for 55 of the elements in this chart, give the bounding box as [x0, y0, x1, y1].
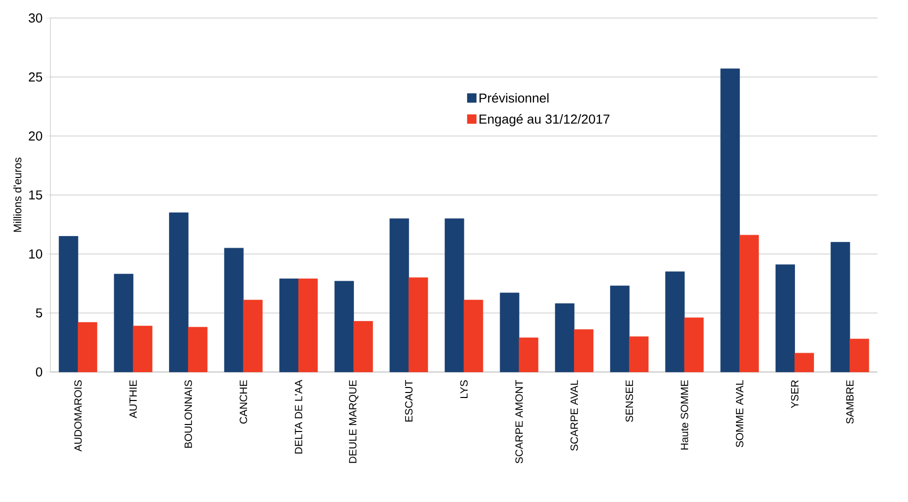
bar [298, 278, 318, 372]
bar [739, 234, 759, 372]
bar [555, 303, 574, 372]
legend-label: Engagé au 31/12/2017 [480, 114, 610, 126]
y-tick-label: 15 [29, 190, 42, 200]
y-tick-label: 20 [28, 131, 42, 141]
bar [334, 280, 354, 372]
y-tick-label: 10 [29, 249, 42, 259]
legend-label: Prévisionnel [480, 92, 548, 103]
x-tick-label: BOULONNAIS [184, 380, 192, 448]
bar [518, 338, 538, 372]
bar [684, 318, 704, 372]
bar [720, 68, 740, 372]
bar [390, 218, 410, 372]
y-tick-label: 0 [36, 367, 42, 377]
y-tick-label: 25 [28, 72, 42, 82]
bar [188, 326, 208, 372]
bar [78, 322, 98, 372]
bar [794, 352, 814, 372]
x-tick-label: CANCHE [240, 380, 248, 424]
bar [444, 218, 464, 372]
bar [850, 338, 870, 372]
x-tick-label: LYS [460, 380, 468, 398]
x-tick-label: Haute SOMME [680, 380, 688, 450]
bar [610, 286, 630, 372]
x-tick-label: AUDOMAROIS [74, 380, 82, 452]
y-tick-label: 30 [28, 13, 42, 23]
bar [243, 300, 263, 372]
bar [464, 300, 484, 372]
bar [132, 326, 152, 372]
bar [224, 248, 244, 372]
bar [629, 336, 649, 372]
x-tick-label: SENSEE [626, 380, 634, 422]
x-tick-label: SCARPE AMONT [515, 380, 523, 464]
x-tick-label: AUTHIE [129, 380, 137, 418]
x-tick-label: ESCAUT [405, 380, 413, 422]
bar [279, 278, 299, 372]
bar [665, 271, 685, 372]
x-tick-label: SAMBRE [846, 380, 854, 424]
bar [830, 242, 850, 372]
x-tick-label: YSER [791, 380, 798, 408]
bar [500, 292, 520, 372]
x-tick-label: SCARPE AVAL [570, 380, 578, 451]
y-axis-title: Millions d'euros [13, 158, 22, 232]
y-tick-label: 5 [36, 308, 42, 318]
bar [169, 212, 188, 372]
x-tick-label: DELTA DE L'AA [294, 380, 302, 454]
bar [114, 274, 134, 372]
x-tick-label: SOMME AVAL [736, 380, 744, 448]
bar [776, 264, 795, 372]
bar [58, 236, 78, 372]
bar [353, 321, 373, 372]
bar [408, 277, 428, 372]
x-tick-label: DEULE MARQUE [349, 380, 358, 463]
bar [574, 329, 594, 372]
